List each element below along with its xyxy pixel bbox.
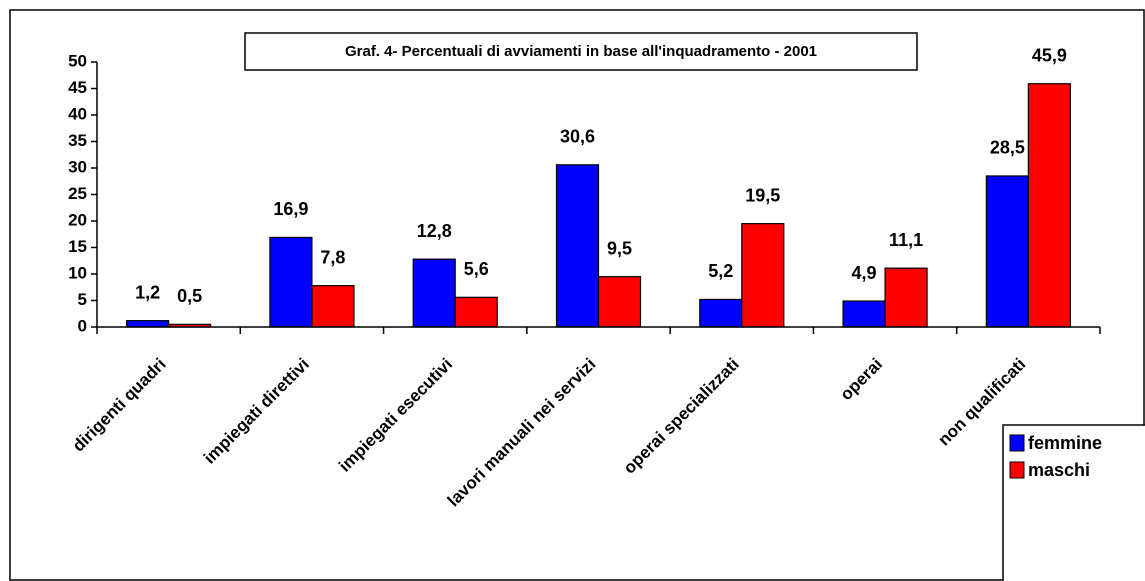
value-label: 12,8: [417, 221, 452, 241]
bar: [597, 276, 642, 328]
title-box: [244, 32, 918, 71]
y-tick-label: 10: [68, 263, 87, 282]
legend-label: femmine: [1028, 433, 1102, 453]
chart-title: Graf. 4- Percentuali di avviamenti in ba…: [345, 43, 817, 60]
y-tick-label: 35: [68, 131, 87, 150]
value-label: 30,6: [560, 127, 595, 147]
y-tick-label: 15: [68, 237, 87, 256]
value-label: 28,5: [990, 138, 1025, 158]
bar: [1027, 83, 1071, 328]
bar: [884, 267, 928, 328]
y-tick-label: 5: [78, 290, 87, 309]
value-label: 9,5: [607, 238, 632, 258]
value-label: 19,5: [745, 185, 780, 205]
value-label: 7,8: [320, 247, 345, 267]
value-label: 45,9: [1032, 45, 1067, 65]
legend-swatch: [1009, 461, 1025, 479]
bar: [269, 236, 313, 328]
value-label: 16,9: [273, 199, 308, 219]
y-tick-label: 50: [68, 51, 87, 70]
bar: [412, 258, 456, 328]
value-label: 1,2: [135, 282, 160, 302]
bar: [126, 320, 170, 328]
bar: [454, 296, 498, 328]
legend-label: maschi: [1028, 460, 1090, 480]
y-tick-label: 25: [68, 184, 87, 203]
value-label: 0,5: [177, 286, 202, 306]
value-label: 5,6: [464, 259, 489, 279]
bar: [699, 298, 743, 328]
bar: [311, 285, 355, 328]
value-label: 11,1: [889, 230, 923, 250]
y-tick-label: 20: [68, 210, 87, 229]
y-tick-label: 0: [78, 316, 87, 335]
y-tick-label: 45: [68, 78, 87, 97]
y-tick-label: 30: [68, 157, 87, 176]
legend-swatch: [1009, 434, 1025, 452]
value-label: 5,2: [708, 261, 733, 281]
value-label: 4,9: [852, 263, 877, 283]
legend-box: [1002, 424, 1145, 581]
bar: [985, 175, 1029, 328]
bar: [555, 164, 600, 328]
bar: [842, 300, 886, 328]
y-tick-label: 40: [68, 104, 87, 123]
bar: [741, 223, 785, 328]
